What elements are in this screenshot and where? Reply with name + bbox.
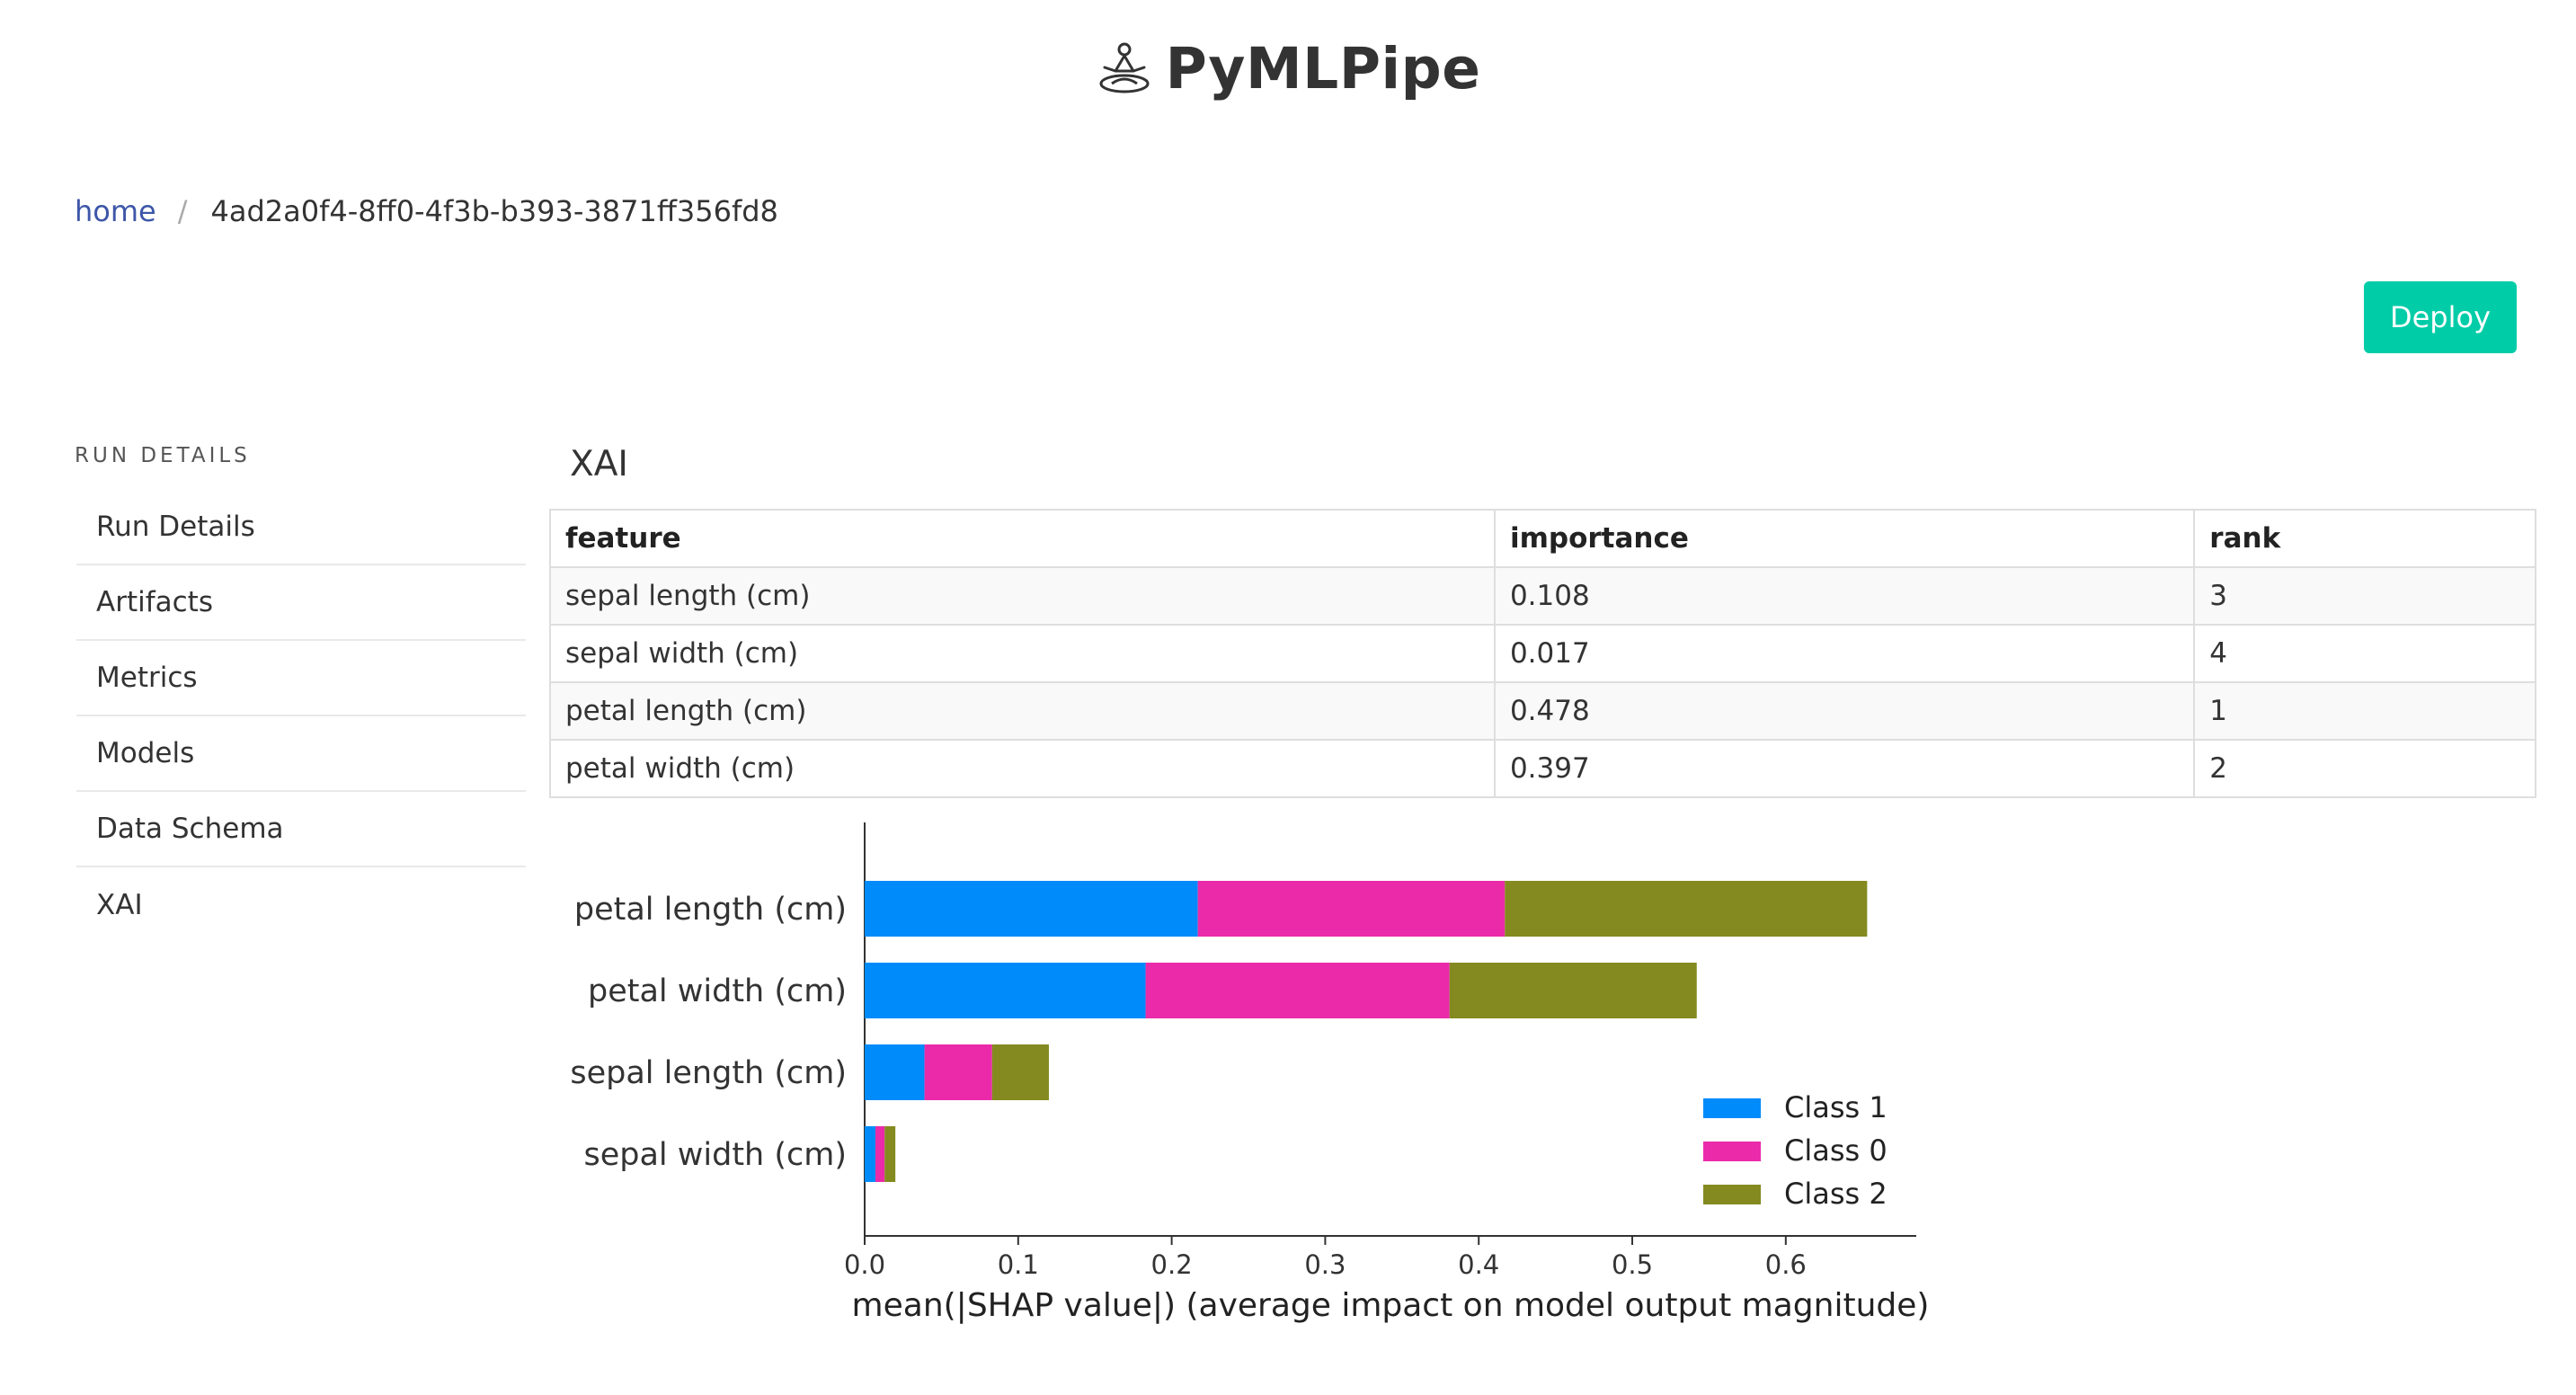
table-cell: 3 — [2193, 566, 2536, 626]
x-tick-label: 0.4 — [1458, 1249, 1499, 1280]
x-tick-label: 0.5 — [1612, 1249, 1653, 1280]
table-row: petal length (cm) 0.478 1 — [549, 681, 2536, 741]
chart-bar — [865, 963, 1146, 1018]
meditation-logo-icon — [1099, 42, 1150, 93]
breadcrumb: home / 4ad2a0f4-8ff0-4f3b-b393-3871ff356… — [75, 194, 778, 228]
sidebar-item-run-details[interactable]: Run Details — [76, 490, 526, 565]
table-cell: 0.108 — [1493, 566, 2196, 626]
feature-importance-table: feature importance rank sepal length (cm… — [549, 509, 2536, 798]
legend-label: Class 0 — [1784, 1133, 1888, 1168]
chart-bar — [884, 1126, 896, 1182]
table-cell: 4 — [2193, 624, 2536, 683]
breadcrumb-current-run-id: 4ad2a0f4-8ff0-4f3b-b393-3871ff356fd8 — [210, 194, 778, 228]
table-row: petal width (cm) 0.397 2 — [549, 739, 2536, 798]
column-header-rank: rank — [2193, 509, 2536, 568]
table-cell: 1 — [2193, 681, 2536, 741]
legend-label: Class 1 — [1784, 1090, 1888, 1124]
y-tick-label: petal width (cm) — [588, 973, 847, 1009]
chart-bar — [1505, 881, 1868, 937]
table-cell: 0.017 — [1493, 624, 2196, 683]
x-tick-label: 0.2 — [1151, 1249, 1193, 1280]
table-cell: sepal length (cm) — [549, 566, 1496, 626]
breadcrumb-home-link[interactable]: home — [75, 194, 156, 228]
sidebar-item-metrics[interactable]: Metrics — [76, 641, 526, 716]
table-cell: sepal width (cm) — [549, 624, 1496, 683]
x-axis-label: mean(|SHAP value|) (average impact on mo… — [852, 1287, 1930, 1324]
y-tick-label: sepal length (cm) — [570, 1055, 847, 1091]
x-tick-label: 0.6 — [1765, 1249, 1807, 1280]
table-row: sepal width (cm) 0.017 4 — [549, 624, 2536, 683]
app-title: PyMLPipe — [1165, 36, 1481, 102]
chart-bar — [1145, 963, 1450, 1018]
table-cell: 2 — [2193, 739, 2536, 798]
table-row: sepal length (cm) 0.108 3 — [549, 566, 2536, 626]
table-cell: 0.397 — [1493, 739, 2196, 798]
y-tick-label: sepal width (cm) — [583, 1137, 847, 1173]
chart-bar — [865, 1126, 875, 1182]
sidebar-item-xai[interactable]: XAI — [96, 889, 143, 921]
table-cell: petal width (cm) — [549, 739, 1496, 798]
chart-bar — [991, 1044, 1049, 1100]
chart-bar — [1197, 881, 1506, 937]
sidebar-item-models[interactable]: Models — [76, 716, 526, 792]
table-cell: petal length (cm) — [549, 681, 1496, 741]
x-tick-label: 0.3 — [1304, 1249, 1346, 1280]
column-header-importance: importance — [1493, 509, 2196, 568]
chart-bar — [865, 881, 1198, 937]
sidebar-heading: RUN DETAILS — [75, 444, 251, 467]
legend-label: Class 2 — [1784, 1177, 1888, 1211]
legend-swatch — [1703, 1098, 1761, 1118]
legend-swatch — [1703, 1142, 1761, 1161]
sidebar-item-data-schema[interactable]: Data Schema — [76, 792, 526, 867]
table-cell: 0.478 — [1493, 681, 2196, 741]
shap-summary-bar-chart: petal length (cm) petal width (cm) sepal l… — [570, 822, 1930, 1324]
table-header-row: feature importance rank — [549, 509, 2536, 568]
x-tick-label: 0.1 — [998, 1249, 1039, 1280]
deploy-button[interactable]: Deploy — [2364, 281, 2517, 353]
section-title: XAI — [570, 444, 628, 484]
sidebar-item-artifacts[interactable]: Artifacts — [76, 565, 526, 641]
chart-bar — [875, 1126, 885, 1182]
legend-swatch — [1703, 1185, 1761, 1204]
chart-bar — [1449, 963, 1697, 1018]
breadcrumb-separator: / — [177, 194, 188, 228]
chart-bar — [865, 1044, 925, 1100]
sidebar-nav: Run Details Artifacts Metrics Models Dat… — [76, 490, 526, 943]
x-tick-label: 0.0 — [844, 1249, 885, 1280]
y-tick-label: petal length (cm) — [574, 892, 847, 928]
column-header-feature: feature — [549, 509, 1496, 568]
app-header: PyMLPipe — [0, 36, 2576, 102]
chart-bar — [924, 1044, 992, 1100]
